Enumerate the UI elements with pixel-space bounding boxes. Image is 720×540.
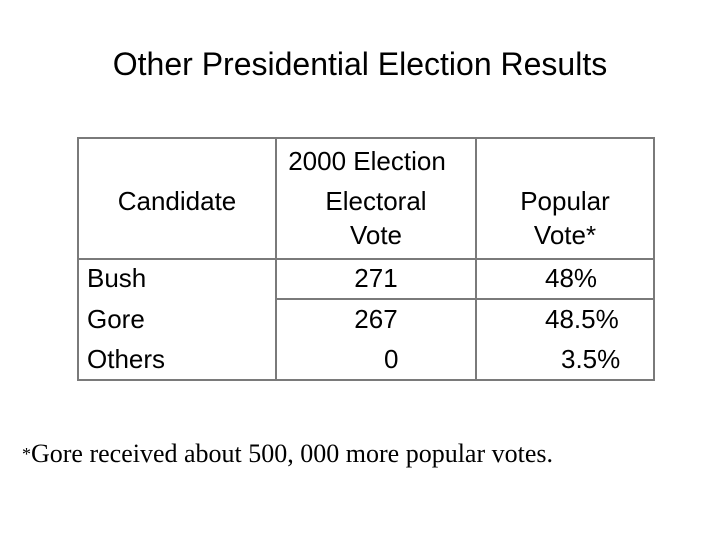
- footnote-text: Gore received about 500, 000 more popula…: [31, 439, 554, 468]
- candidate-name-cell: Gore: [87, 304, 145, 334]
- header-candidate: Candidate: [117, 186, 237, 216]
- header-electoral-line2: Vote: [349, 220, 403, 250]
- footnote-marker: *: [22, 444, 31, 464]
- popular-vote-cell: 48%: [545, 263, 598, 293]
- electoral-vote-cell: 271: [354, 263, 398, 293]
- candidate-name-cell: Others: [87, 344, 166, 374]
- header-electoral-line1: Electoral: [325, 186, 427, 216]
- results-table: Candidate 2000 Election Electoral Vote P…: [77, 137, 655, 381]
- page-title: Other Presidential Election Results: [112, 46, 608, 82]
- header-divider: [79, 258, 653, 260]
- header-popular-line2: Vote*: [533, 220, 597, 250]
- candidate-name-cell: Bush: [87, 263, 147, 293]
- electoral-vote-cell: 0: [384, 344, 399, 374]
- electoral-vote-cell: 267: [354, 304, 398, 334]
- footnote: *Gore received about 500, 000 more popul…: [22, 438, 553, 470]
- header-popular-line1: Popular: [520, 186, 610, 216]
- popular-vote-cell: 3.5%: [561, 344, 621, 374]
- popular-vote-cell: 48.5%: [545, 304, 619, 334]
- header-group-2000-election: 2000 Election: [288, 146, 446, 176]
- row-divider: [277, 298, 653, 300]
